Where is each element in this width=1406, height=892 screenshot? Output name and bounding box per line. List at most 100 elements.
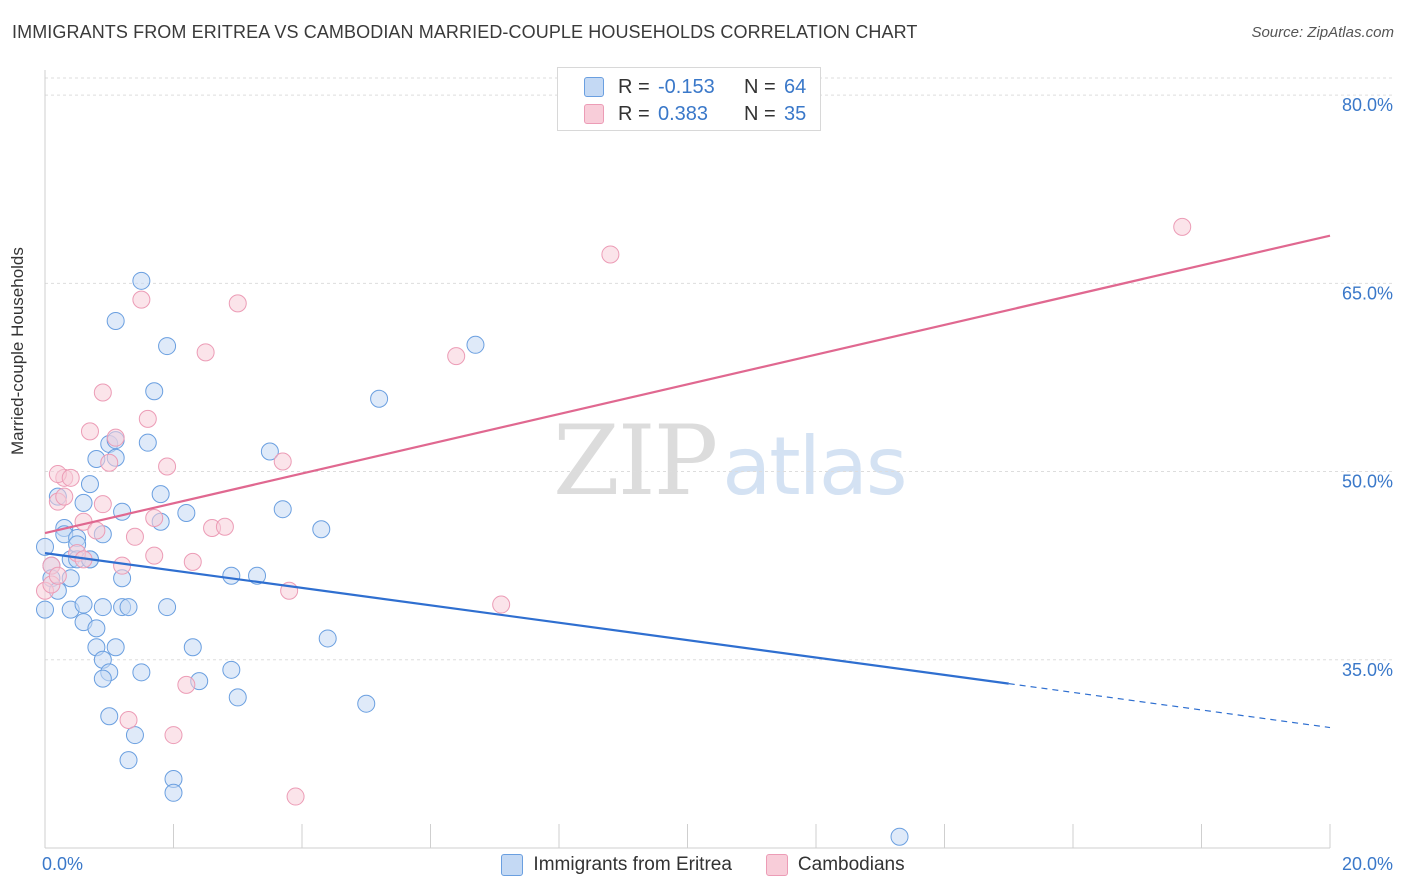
eritrea-point [36,600,54,619]
legend-swatch-cambodians [584,104,604,124]
cambodian-point [93,383,112,402]
series-legend-item-cambodians[interactable]: Cambodians [765,854,905,876]
legend-r-label: R = [618,75,650,98]
cambodian-point [125,527,144,546]
y-tick-label: 65.0% [1342,283,1393,303]
cambodian-point [183,552,202,571]
eritrea-point [164,783,183,802]
eritrea-point [260,442,279,461]
series-legend: Immigrants from Eritrea Cambodians [0,852,1406,878]
cambodian-point [447,347,466,366]
eritrea-point [119,598,138,617]
eritrea-point [228,688,247,707]
eritrea-point [138,433,157,452]
eritrea-point [125,726,144,745]
legend-n-label: N = [744,75,776,98]
correlation-legend: R = -0.153 N = 64 R = 0.383 N = 35 [557,67,821,131]
cambodian-point [87,521,106,540]
cambodian-point [80,422,99,441]
cambodian-point [113,556,132,575]
cambodian-point [48,566,67,585]
cambodian-point [273,452,292,471]
eritrea-point [87,619,106,638]
legend-n-value: 35 [784,102,807,125]
eritrea-point [183,638,202,657]
cambodian-point [164,726,183,745]
eritrea-point [100,707,119,726]
eritrea-point [466,335,485,354]
cambodian-point [177,675,196,694]
legend-row-cambodians: R = 0.383 N = 35 [584,101,806,127]
eritrea-point [158,598,177,617]
eritrea-point [93,598,112,617]
eritrea-point [132,663,151,682]
legend-n-value: 64 [784,75,807,98]
cambodian-point [145,546,164,565]
series-legend-item-eritrea[interactable]: Immigrants from Eritrea [501,854,732,876]
cambodian-point [286,787,305,806]
eritrea-point [370,389,389,408]
eritrea-trend-extension [1008,683,1331,729]
cambodian-trend-line [44,234,1331,535]
series-swatch-eritrea [501,854,524,876]
series-label-cambodians: Cambodians [797,854,905,875]
legend-r-label: R = [618,102,650,125]
eritrea-point [177,503,196,522]
cambodian-point [119,711,138,730]
watermark: ZIPatlas [553,405,908,517]
eritrea-point [106,311,125,330]
cambodian-point [1173,217,1192,236]
eritrea-point [318,629,337,648]
legend-n-label: N = [744,102,776,125]
cambodian-point [132,290,151,309]
cambodian-point [138,409,157,428]
eritrea-point [273,500,292,519]
cambodian-point [100,453,119,472]
cambodian-point [145,508,164,527]
legend-r-value: 0.383 [658,102,709,125]
cambodian-point [93,495,112,514]
chart-source: Source: ZipAtlas.com [1251,24,1394,41]
eritrea-point [74,493,93,512]
series-label-eritrea: Immigrants from Eritrea [533,854,732,875]
eritrea-point [312,520,331,539]
chart-title: IMMIGRANTS FROM ERITREA VS CAMBODIAN MAR… [12,22,918,42]
y-tick-label: 35.0% [1342,660,1393,680]
eritrea-point [93,669,112,688]
cambodian-point [55,487,74,506]
y-axis-label: Married-couple Households [8,247,27,455]
watermark-atlas: atlas [722,420,907,513]
cambodian-point [215,517,234,536]
y-tick-label: 50.0% [1342,472,1393,492]
watermark-zip: ZIP [553,405,718,517]
cambodian-point [228,294,247,313]
cambodian-point [106,428,125,447]
legend-r-value: -0.153 [658,75,715,98]
eritrea-point [357,694,376,713]
eritrea-point [132,271,151,290]
eritrea-point [80,475,99,494]
eritrea-trend-line [44,552,1009,685]
eritrea-point [36,537,54,556]
eritrea-point [248,566,267,585]
cambodian-point [492,595,511,614]
eritrea-point [890,827,909,846]
cambodian-point [158,457,177,476]
cambodian-point [601,245,620,264]
eritrea-point [222,566,241,585]
legend-swatch-eritrea [584,77,604,97]
eritrea-point [119,751,138,770]
legend-row-eritrea: R = -0.153 N = 64 [584,74,806,100]
y-tick-label: 80.0% [1342,95,1393,115]
eritrea-point [151,485,170,504]
cambodian-point [196,343,215,362]
x-tick-label: 0.0% [42,854,83,874]
eritrea-point [145,382,164,401]
eritrea-point [222,660,241,679]
eritrea-point [106,638,125,657]
x-tick-label: 20.0% [1342,854,1393,874]
cambodian-point [61,468,80,487]
eritrea-point [74,595,93,614]
eritrea-point [158,337,177,356]
